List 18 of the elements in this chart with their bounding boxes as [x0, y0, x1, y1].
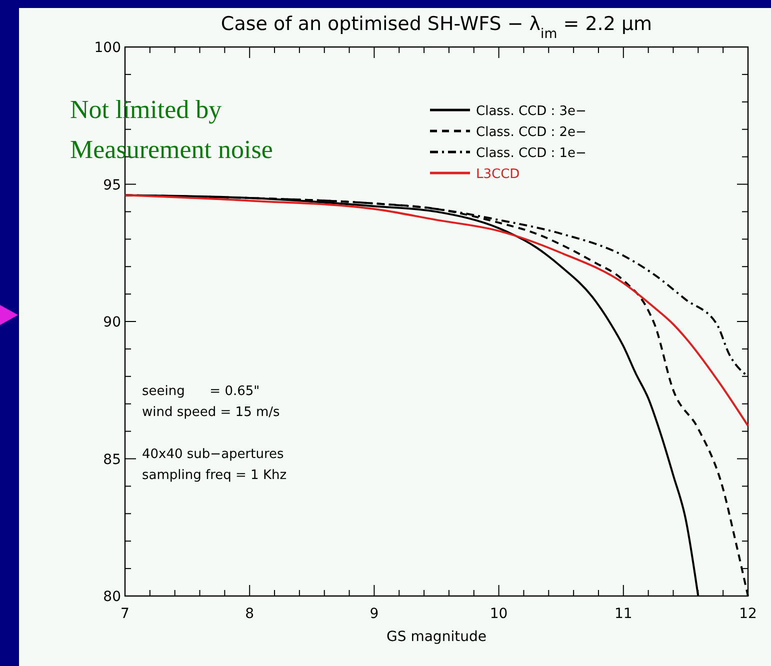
text: seeing = 0.65" wind speed = 15 m/s 40x40 sub−apertures sampling freq = 1 Khz: [142, 384, 287, 483]
x-tick-label: 9: [370, 606, 379, 622]
x-tick-label: 8: [245, 606, 254, 622]
chart-title: Case of an optimised SH-WFS − λ$_{im}$ = 2.2 μm: [220, 13, 652, 42]
y-tick-label: 90: [103, 314, 121, 330]
x-axis-title: GS magnitude: [386, 629, 486, 645]
x-tick-label: 7: [120, 606, 130, 622]
x-tick-label: 12: [739, 606, 757, 622]
y-tick-label: 85: [103, 452, 121, 468]
legend-label: Class. CCD : 1e−: [476, 146, 586, 161]
legend-label: L3CCD: [476, 167, 520, 182]
x-tick-label: 10: [490, 606, 508, 622]
legend-label: Class. CCD : 3e−: [476, 104, 586, 119]
y-tick-label: 80: [103, 589, 121, 605]
y-tick-label: 100: [94, 40, 121, 56]
y-tick-label: 95: [103, 177, 121, 194]
legend-label: Class. CCD : 2e−: [476, 125, 586, 140]
x-tick-label: 11: [614, 606, 632, 622]
